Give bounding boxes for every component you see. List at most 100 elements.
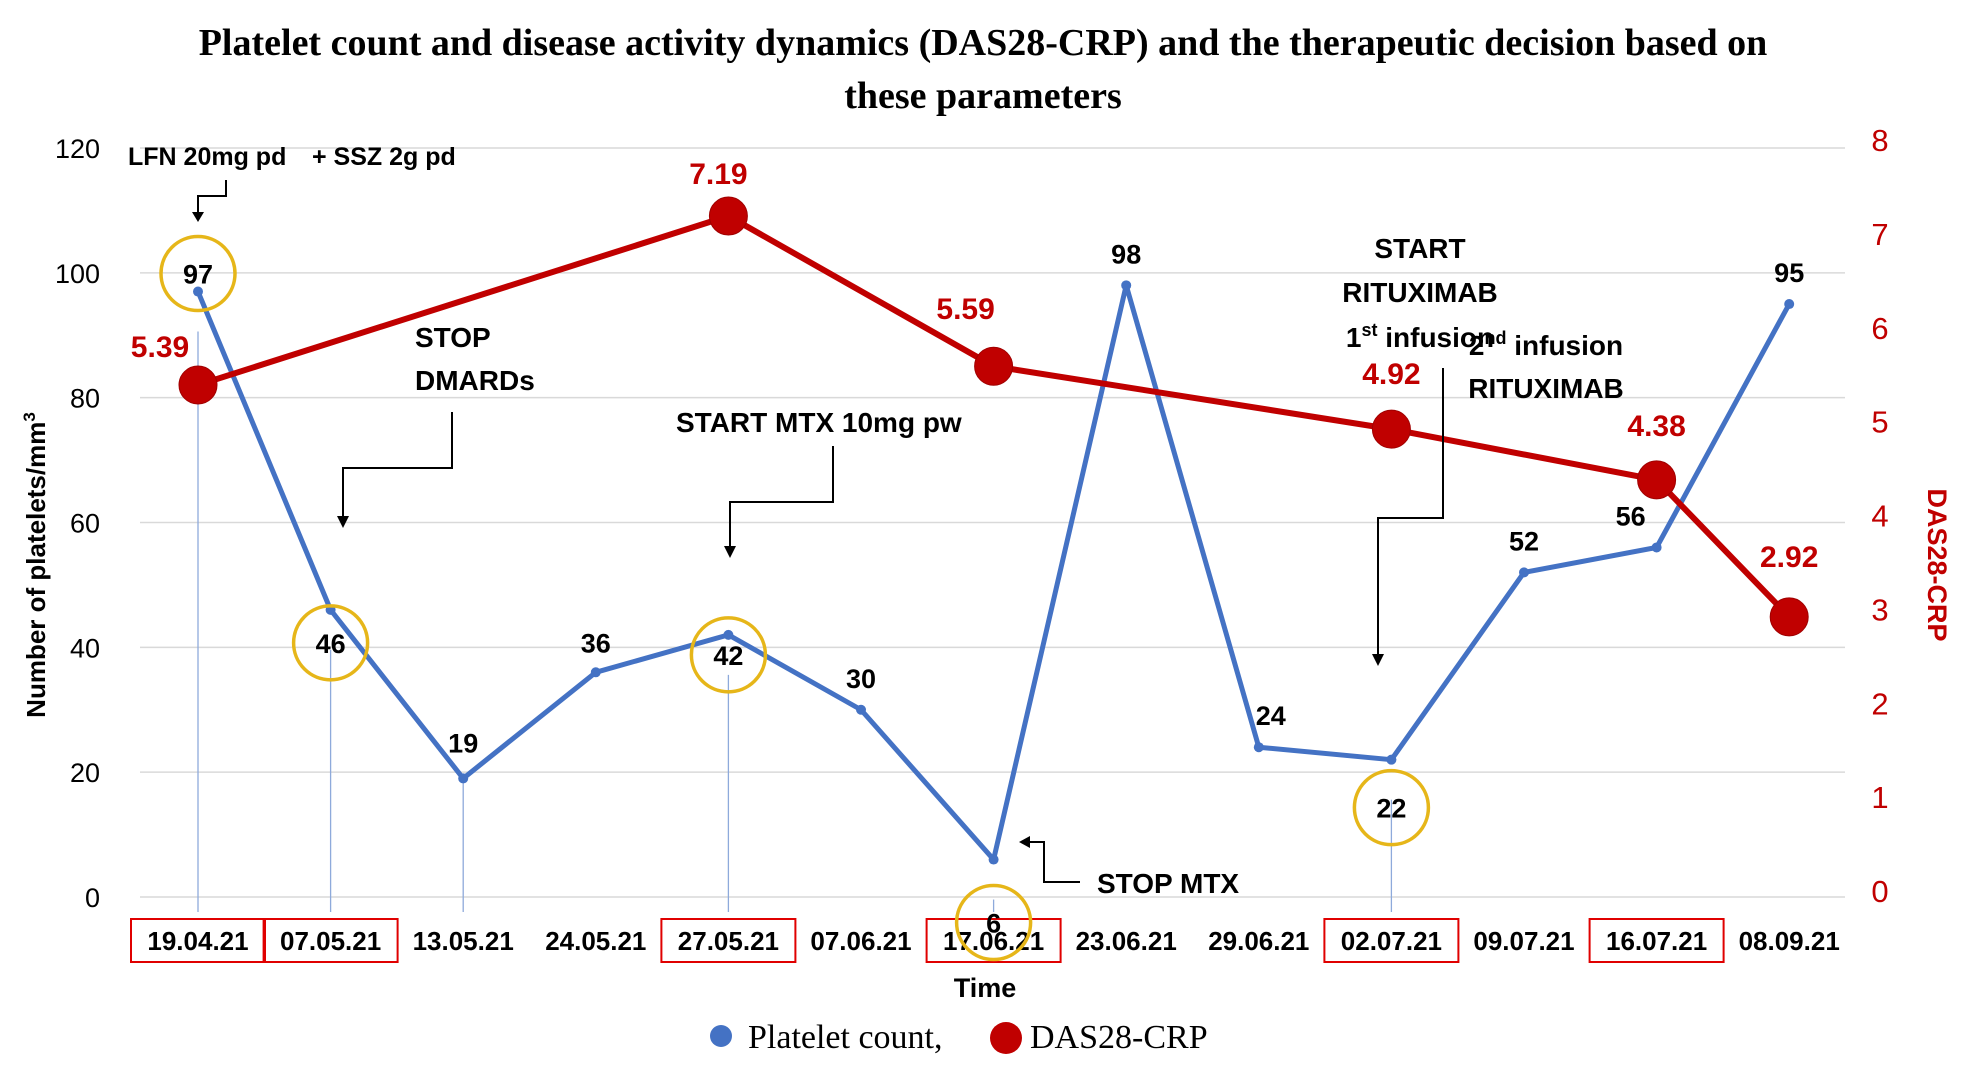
annotation-start-mtx: START MTX 10mg pw	[676, 407, 962, 558]
y-axis-right-ticks: 0 1 2 3 4 5 6 7 8	[1871, 123, 1888, 909]
annotation-stop-dmards-line2: DMARDs	[415, 365, 535, 396]
platelet-label-2: 19	[448, 728, 478, 758]
x-tick-box-6	[925, 918, 1062, 963]
das-label-0: 5.39	[131, 331, 189, 364]
y-axis-left-ticks: 0 20 40 60 80 100 120	[55, 134, 100, 913]
y-tick-left-100: 100	[55, 259, 100, 289]
das-line	[197, 213, 1792, 619]
legend: Platelet count, DAS28-CRP	[710, 1019, 1208, 1056]
das-point-4	[1637, 460, 1677, 500]
annotation-rtx1-line3: 1st infusion	[1346, 320, 1494, 353]
platelet-label-7: 98	[1111, 239, 1141, 269]
legend-platelet-marker	[710, 1025, 732, 1047]
y-axis-right-title: DAS28-CRP	[1922, 488, 1952, 641]
x-tick-box-4	[660, 918, 797, 963]
das-series	[178, 196, 1809, 637]
das-point-2	[974, 346, 1014, 386]
platelet-point-0	[193, 286, 203, 297]
annotation-lfn: LFN 20mg pd	[128, 143, 286, 171]
x-tick-11: 16.07.21	[1606, 926, 1707, 956]
annotation-rtx1-arrow-line	[1377, 368, 1444, 656]
das-data-labels: 5.39 7.19 5.59 4.92 4.38 2.92	[131, 158, 1819, 574]
das-point-0	[178, 365, 218, 405]
annotation-start-mtx-arrowhead	[724, 546, 736, 558]
platelet-label-1: 46	[316, 629, 346, 659]
y-tick-right-0: 0	[1871, 874, 1888, 909]
x-tick-box-9	[1323, 918, 1460, 963]
highlight-circle-9	[1352, 768, 1431, 847]
chart-title-line1: Platelet count and disease activity dyna…	[199, 22, 1768, 64]
annotation-stop-mtx-arrowhead	[1019, 836, 1030, 848]
y-tick-right-6: 6	[1871, 311, 1888, 346]
annotation-lfn-arrowhead	[192, 212, 204, 222]
y-tick-left-60: 60	[70, 509, 100, 539]
drop-lines	[197, 331, 1393, 912]
das-label-4: 4.38	[1627, 410, 1685, 443]
platelet-point-5	[856, 704, 866, 715]
annotation-rtx1-line1: START	[1374, 233, 1465, 264]
annotation-ssz: + SSZ 2g pd	[312, 143, 456, 171]
highlight-circles	[159, 234, 1431, 962]
x-tick-box-11	[1588, 918, 1725, 963]
annotation-start-mtx-text: START MTX 10mg pw	[676, 407, 962, 438]
highlight-circle-6	[954, 883, 1033, 962]
x-tick-5: 07.06.21	[810, 926, 911, 956]
x-tick-box-0	[130, 918, 266, 963]
x-tick-1: 07.05.21	[280, 926, 381, 956]
legend-das-marker	[990, 1022, 1022, 1054]
y-tick-right-5: 5	[1871, 405, 1888, 440]
y-tick-right-4: 4	[1871, 499, 1888, 534]
x-axis-title: Time	[954, 973, 1017, 1003]
y-tick-left-20: 20	[70, 758, 100, 788]
legend-das-label: DAS28-CRP	[1030, 1019, 1208, 1056]
highlight-circle-1	[291, 604, 370, 682]
platelet-series	[193, 280, 1795, 865]
das-point-3	[1371, 409, 1411, 449]
das-label-2: 5.59	[936, 293, 994, 326]
platelet-point-8	[1253, 742, 1264, 753]
platelet-label-4: 42	[713, 641, 743, 671]
platelet-point-2	[458, 773, 469, 784]
annotation-rtx2-line2: RITUXIMAB	[1468, 373, 1624, 404]
annotation-stop-mtx: STOP MTX	[1019, 836, 1239, 899]
das-label-5: 2.92	[1760, 541, 1818, 574]
annotation-lfn-arrow-line	[197, 180, 227, 214]
x-tick-4: 27.05.21	[678, 926, 779, 956]
y-tick-left-120: 120	[55, 134, 100, 164]
platelet-point-4	[723, 629, 734, 640]
annotation-rtx1-line2: RITUXIMAB	[1342, 277, 1498, 308]
platelet-label-10: 52	[1509, 526, 1539, 556]
platelet-point-9	[1386, 754, 1397, 765]
platelet-point-11	[1651, 542, 1662, 553]
platelet-point-6	[988, 854, 999, 865]
y-tick-left-40: 40	[70, 633, 100, 663]
annotation-stop-dmards-line1: STOP	[415, 322, 491, 353]
y-tick-right-8: 8	[1871, 123, 1888, 158]
y-tick-right-3: 3	[1871, 592, 1888, 627]
y-tick-right-7: 7	[1871, 217, 1888, 252]
y-tick-right-2: 2	[1871, 686, 1888, 721]
platelet-label-11: 56	[1616, 501, 1646, 531]
das-point-1	[708, 196, 748, 236]
y-axis-left-title: Number of platelets/mm3	[20, 412, 51, 718]
platelet-label-0: 97	[183, 260, 213, 290]
platelet-label-8: 24	[1256, 701, 1286, 731]
annotation-stop-mtx-text: STOP MTX	[1097, 868, 1239, 899]
highlight-circle-4	[689, 616, 768, 694]
highlight-circle-0	[159, 234, 237, 313]
das-point-5	[1769, 597, 1809, 637]
platelet-label-9: 22	[1376, 794, 1406, 824]
x-tick-8: 29.06.21	[1208, 926, 1309, 956]
annotation-rituximab-first: START RITUXIMAB 1st infusion	[1342, 233, 1498, 666]
annotation-stop-dmards-arrow-line	[342, 412, 453, 518]
x-tick-box-1	[262, 918, 399, 963]
x-tick-0: 19.04.21	[147, 926, 248, 956]
annotation-start-mtx-arrow-line	[729, 446, 834, 548]
platelet-point-12	[1784, 299, 1795, 310]
das-label-3: 4.92	[1362, 358, 1420, 391]
x-tick-7: 23.06.21	[1076, 926, 1177, 956]
annotation-stop-dmards: STOP DMARDs	[337, 322, 535, 528]
annotation-rtx2-line1: 2nd infusion	[1469, 328, 1623, 361]
x-tick-12: 08.09.21	[1739, 926, 1840, 956]
